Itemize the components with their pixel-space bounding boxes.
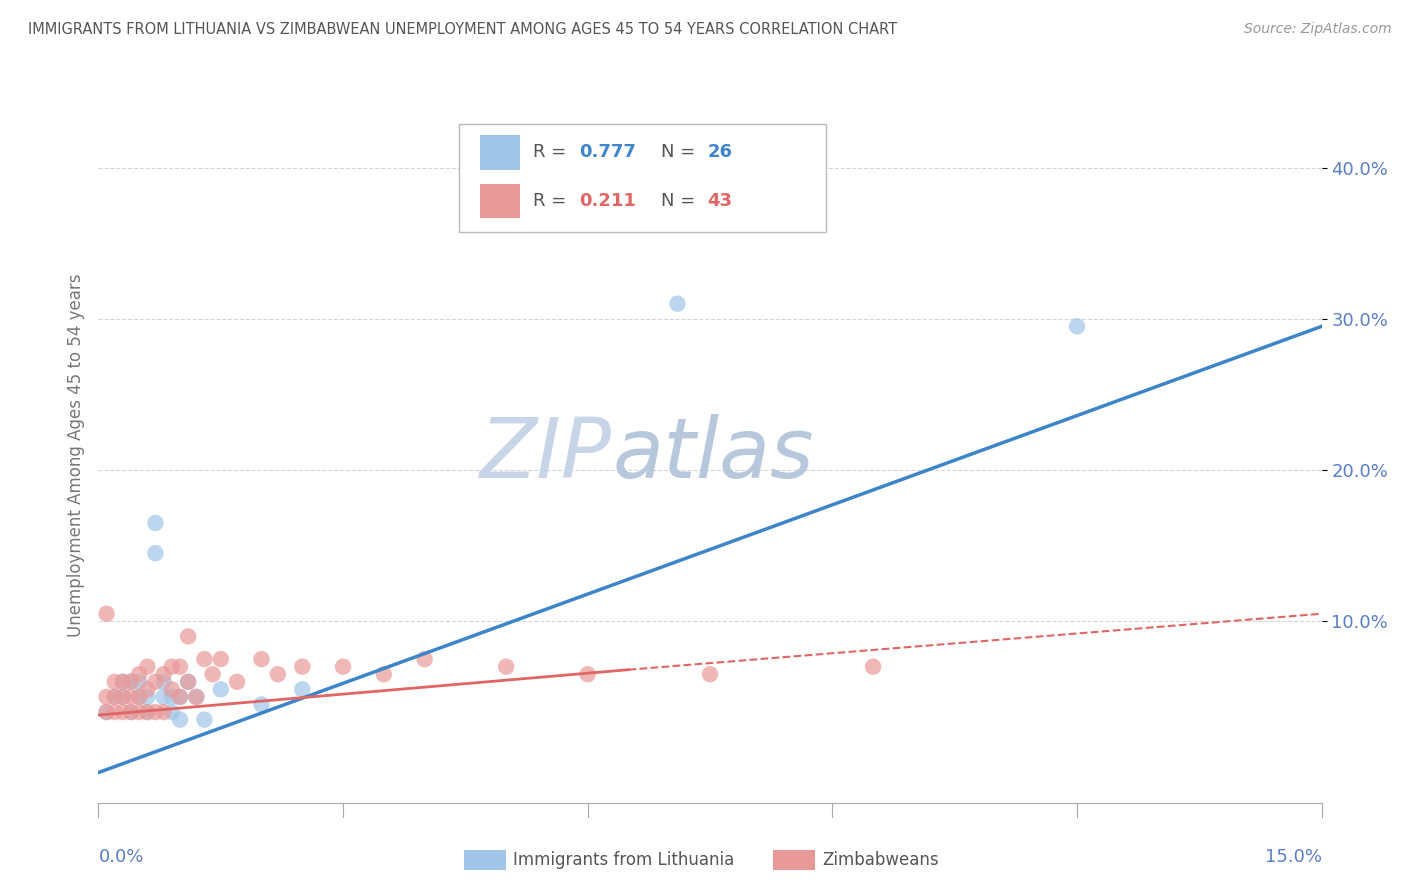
Point bbox=[128, 705, 150, 719]
Text: N =: N = bbox=[661, 144, 702, 161]
Point bbox=[169, 713, 191, 727]
Point bbox=[169, 690, 191, 704]
Point bbox=[177, 629, 200, 643]
Point bbox=[128, 674, 150, 689]
Point bbox=[193, 713, 215, 727]
Point bbox=[152, 674, 174, 689]
Point bbox=[136, 705, 159, 719]
Point bbox=[209, 682, 232, 697]
Text: IMMIGRANTS FROM LITHUANIA VS ZIMBABWEAN UNEMPLOYMENT AMONG AGES 45 TO 54 YEARS C: IMMIGRANTS FROM LITHUANIA VS ZIMBABWEAN … bbox=[28, 22, 897, 37]
Point bbox=[120, 674, 142, 689]
Point bbox=[120, 705, 142, 719]
Point bbox=[96, 690, 118, 704]
Point bbox=[136, 659, 159, 673]
Text: Source: ZipAtlas.com: Source: ZipAtlas.com bbox=[1244, 22, 1392, 37]
Point bbox=[576, 667, 599, 681]
Point bbox=[291, 659, 314, 673]
Point bbox=[104, 674, 127, 689]
Point bbox=[169, 690, 191, 704]
Point bbox=[495, 659, 517, 673]
Point bbox=[111, 674, 134, 689]
Text: 15.0%: 15.0% bbox=[1264, 848, 1322, 866]
Text: 26: 26 bbox=[707, 144, 733, 161]
Text: 0.211: 0.211 bbox=[579, 192, 636, 210]
Point bbox=[250, 698, 273, 712]
Point bbox=[193, 652, 215, 666]
Point bbox=[373, 667, 395, 681]
FancyBboxPatch shape bbox=[460, 124, 827, 232]
Point bbox=[96, 705, 118, 719]
Text: N =: N = bbox=[661, 192, 702, 210]
Point bbox=[160, 690, 183, 704]
Point bbox=[160, 659, 183, 673]
Point bbox=[267, 667, 290, 681]
Point bbox=[128, 690, 150, 704]
Point bbox=[169, 659, 191, 673]
Point bbox=[145, 674, 167, 689]
Text: 0.777: 0.777 bbox=[579, 144, 636, 161]
Text: R =: R = bbox=[533, 192, 578, 210]
Point bbox=[291, 682, 314, 697]
Text: 0.0%: 0.0% bbox=[98, 848, 143, 866]
Point bbox=[332, 659, 354, 673]
Point bbox=[111, 705, 134, 719]
Point bbox=[120, 674, 142, 689]
Point bbox=[186, 690, 208, 704]
Text: ZIP: ZIP bbox=[481, 415, 612, 495]
Bar bbox=[479, 184, 520, 219]
Point bbox=[201, 667, 224, 681]
Point bbox=[120, 705, 142, 719]
Point bbox=[145, 705, 167, 719]
Text: atlas: atlas bbox=[612, 415, 814, 495]
Point bbox=[152, 705, 174, 719]
Point bbox=[96, 705, 118, 719]
Bar bbox=[479, 135, 520, 169]
Point bbox=[111, 690, 134, 704]
Text: 43: 43 bbox=[707, 192, 733, 210]
Text: Immigrants from Lithuania: Immigrants from Lithuania bbox=[513, 851, 734, 869]
Text: Zimbabweans: Zimbabweans bbox=[823, 851, 939, 869]
Point bbox=[136, 690, 159, 704]
Point bbox=[862, 659, 884, 673]
Point bbox=[136, 682, 159, 697]
Point bbox=[160, 682, 183, 697]
Point bbox=[128, 690, 150, 704]
Point bbox=[104, 705, 127, 719]
Point bbox=[666, 296, 689, 310]
Point bbox=[145, 516, 167, 530]
Y-axis label: Unemployment Among Ages 45 to 54 years: Unemployment Among Ages 45 to 54 years bbox=[66, 273, 84, 637]
Text: R =: R = bbox=[533, 144, 572, 161]
Point bbox=[145, 546, 167, 560]
Point bbox=[104, 690, 127, 704]
Point bbox=[96, 607, 118, 621]
Point bbox=[226, 674, 249, 689]
Point bbox=[128, 667, 150, 681]
Point bbox=[209, 652, 232, 666]
Point bbox=[186, 690, 208, 704]
Point bbox=[152, 667, 174, 681]
Point bbox=[177, 674, 200, 689]
Point bbox=[413, 652, 436, 666]
Point bbox=[160, 705, 183, 719]
Point bbox=[699, 667, 721, 681]
Point bbox=[104, 690, 127, 704]
Point bbox=[111, 690, 134, 704]
Point bbox=[152, 690, 174, 704]
Point bbox=[120, 690, 142, 704]
Point bbox=[177, 674, 200, 689]
Point bbox=[1066, 319, 1088, 334]
Point bbox=[111, 674, 134, 689]
Point bbox=[250, 652, 273, 666]
Point bbox=[136, 705, 159, 719]
